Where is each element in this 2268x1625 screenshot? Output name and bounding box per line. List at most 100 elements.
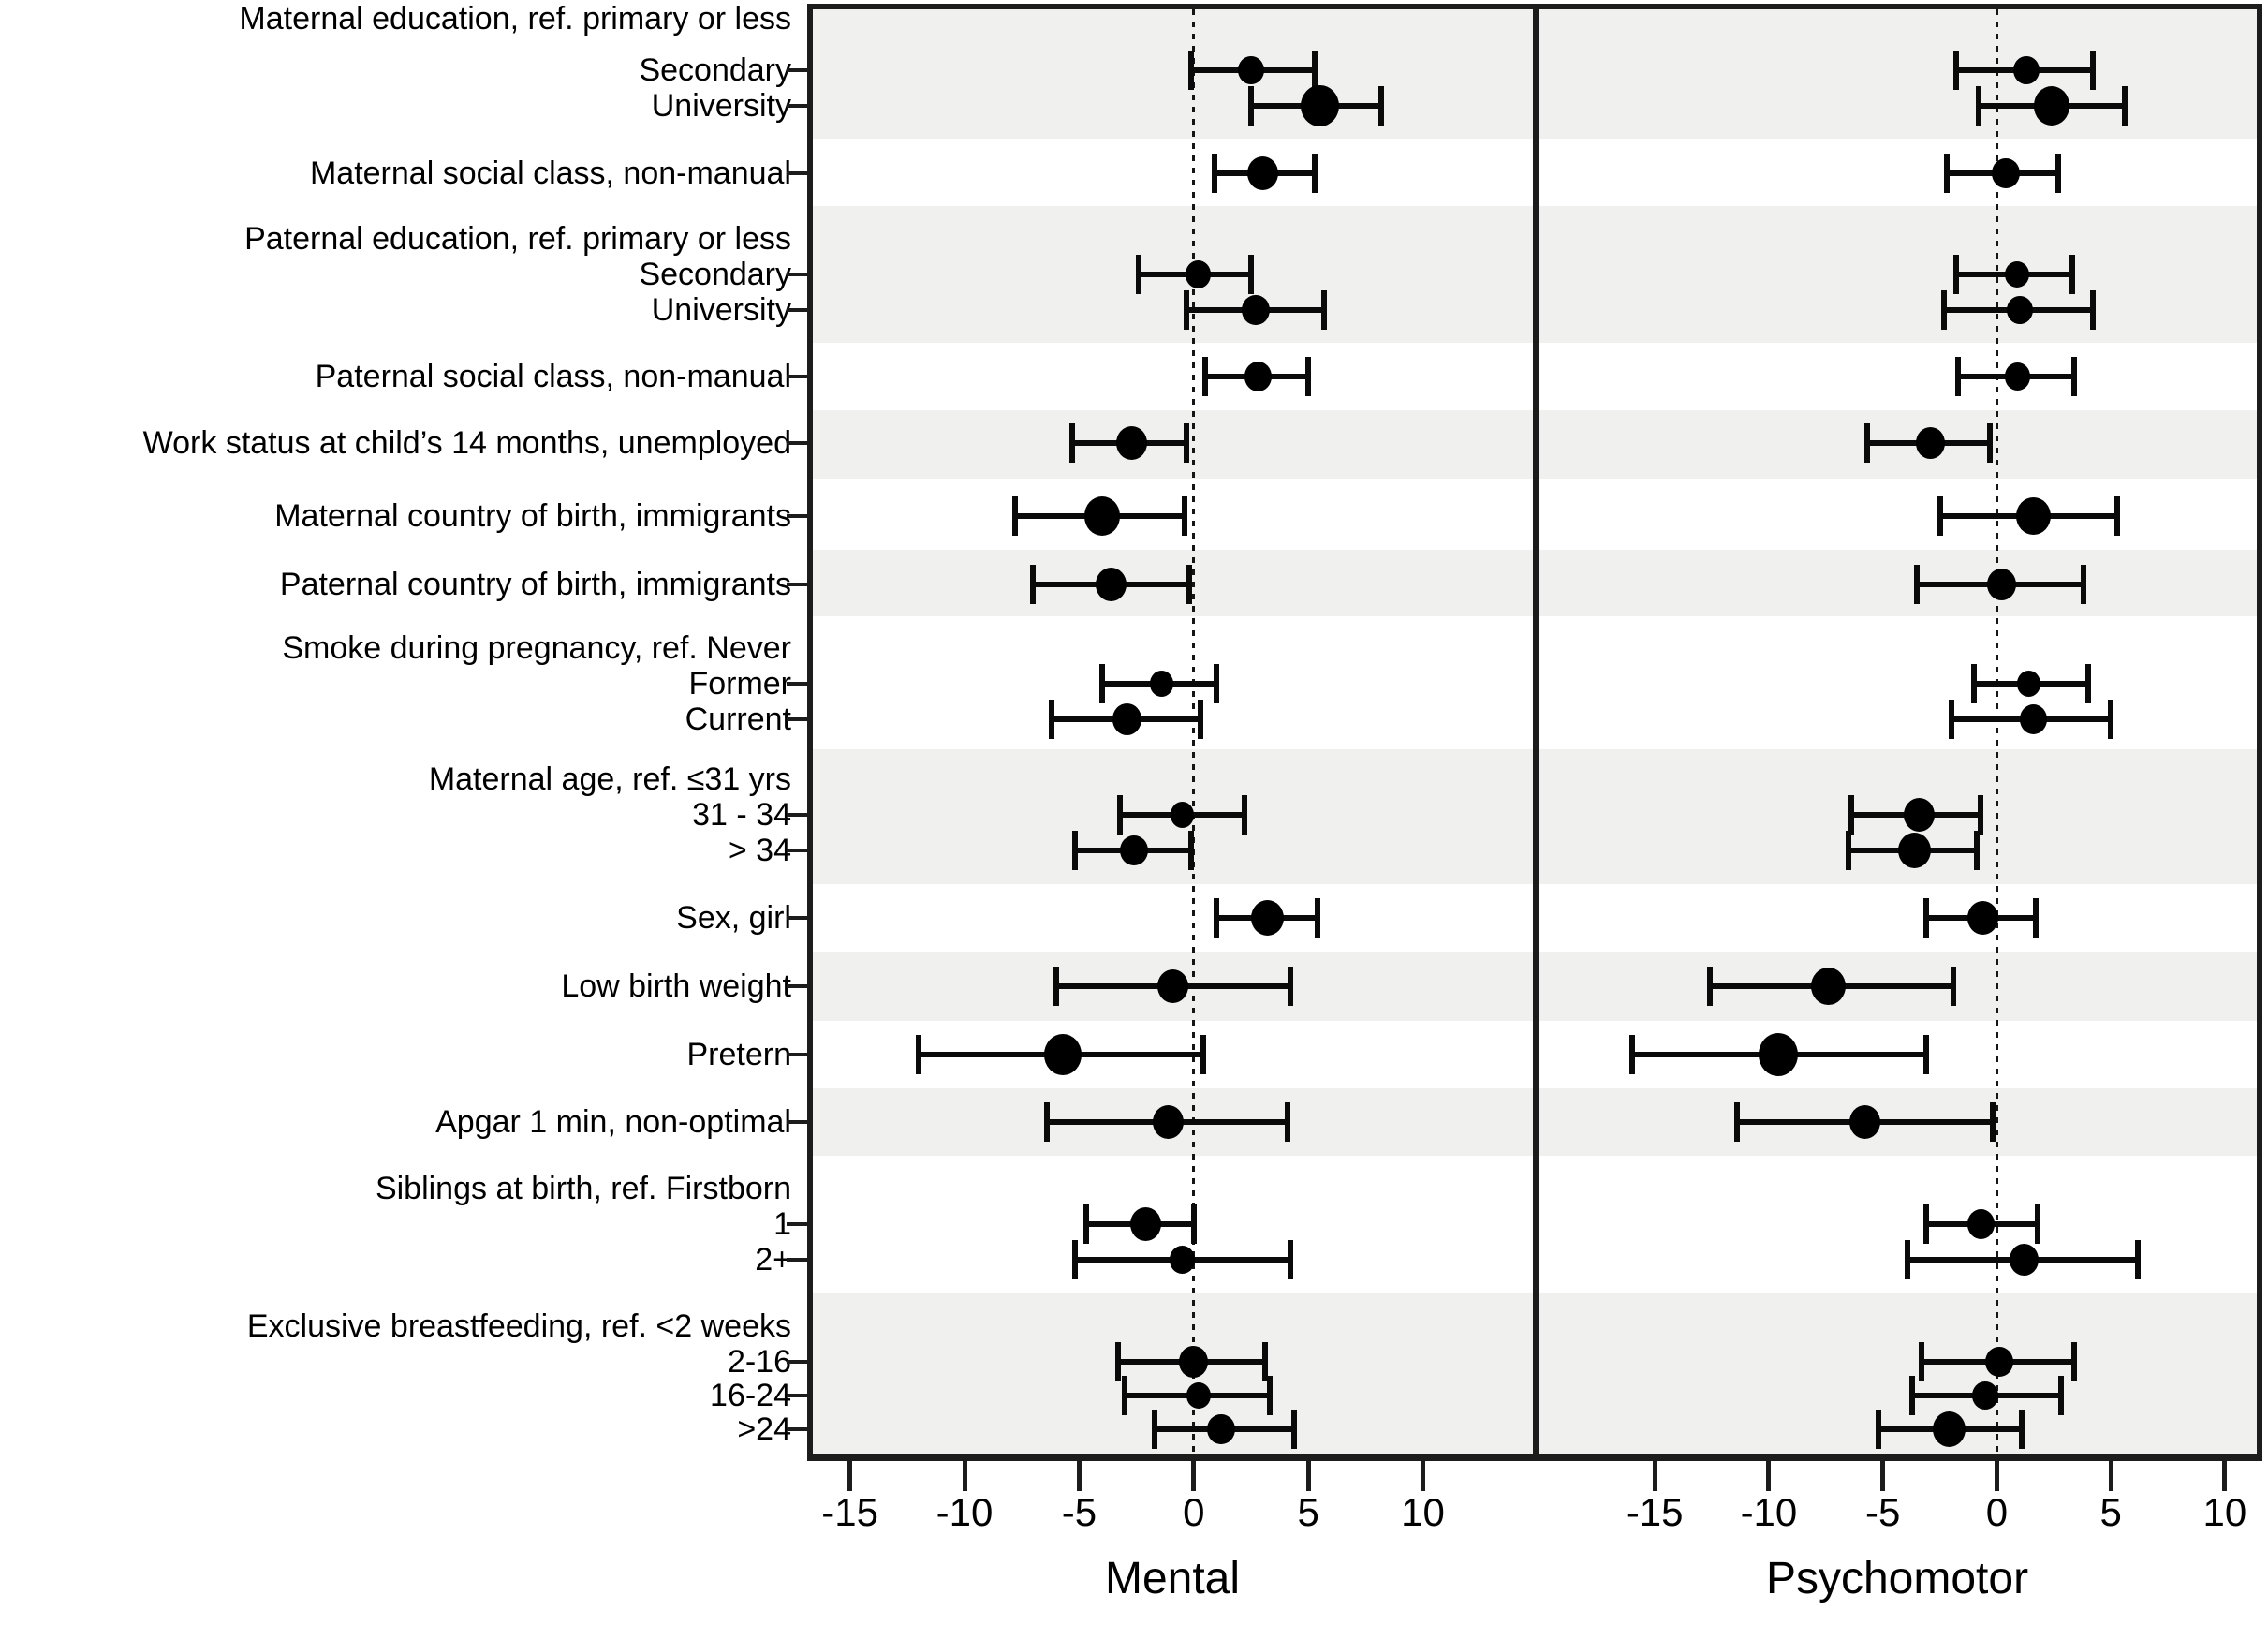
ci-cap-right <box>1184 423 1190 463</box>
row-axis-tick <box>787 849 813 852</box>
ci-cap-left <box>1846 831 1852 870</box>
point-estimate-marker <box>1083 496 1121 536</box>
point-estimate-marker <box>1932 1411 1966 1447</box>
ci-cap-left <box>1069 423 1076 463</box>
zero-reference-line <box>1995 9 1998 1454</box>
x-tick-label: -5 <box>1061 1490 1097 1534</box>
row-label: Current <box>685 702 791 737</box>
point-estimate-marker <box>1185 260 1212 288</box>
row-axis-tick <box>787 1120 813 1124</box>
ci-cap-right <box>1241 795 1247 835</box>
ci-cap-left <box>916 1035 922 1074</box>
ci-cap-right <box>1190 1204 1197 1244</box>
point-estimate-marker <box>1810 968 1846 1005</box>
row-label: 1 <box>773 1206 791 1242</box>
row-label: 31 - 34 <box>692 797 791 833</box>
ci-cap-left <box>1071 1240 1078 1279</box>
ci-cap-left <box>1733 1102 1740 1142</box>
x-tick-label: -15 <box>1626 1490 1684 1534</box>
ci-cap-right <box>2135 1240 2142 1279</box>
point-estimate-marker <box>1157 969 1189 1003</box>
ci-cap-right <box>2084 664 2091 703</box>
x-tick-label: 0 <box>1183 1490 1205 1534</box>
group-header-label: Exclusive breastfeeding, ref. <2 weeks <box>246 1308 791 1344</box>
x-tick-label: 10 <box>2202 1490 2247 1534</box>
ci-cap-left <box>1122 1376 1128 1415</box>
point-estimate-marker <box>1898 833 1932 868</box>
point-estimate-marker <box>1848 1105 1880 1139</box>
x-tick-label: 0 <box>1985 1490 2009 1534</box>
point-estimate-marker <box>1112 703 1142 735</box>
ci-cap-right <box>1200 1035 1206 1074</box>
point-estimate-marker <box>1986 569 2016 600</box>
row-label: Maternal social class, non-manual <box>309 155 791 191</box>
row-axis-tick <box>787 583 813 586</box>
plot-frame-left <box>807 4 813 1459</box>
plot-frame-right <box>2257 4 2262 1459</box>
ci-cap-right <box>2035 1204 2041 1244</box>
ci-cap-left <box>1875 1410 1881 1449</box>
ci-cap-right <box>2108 700 2114 739</box>
ci-cap-right <box>2114 496 2121 536</box>
ci-cap-left <box>1117 795 1124 835</box>
panel-title-mental: Mental <box>1104 1554 1241 1603</box>
ci-cap-right <box>1186 565 1192 604</box>
ci-cap-left <box>1914 565 1921 604</box>
ci-cap-right <box>2089 51 2096 90</box>
point-estimate-marker <box>1758 1033 1798 1076</box>
point-estimate-marker <box>2013 56 2040 84</box>
row-label: 16-24 <box>710 1378 791 1413</box>
ci-cap-left <box>1905 1240 1911 1279</box>
point-estimate-marker <box>1096 568 1127 601</box>
row-axis-tick <box>787 717 813 721</box>
group-header-label: Siblings at birth, ref. Firstborn <box>375 1171 791 1206</box>
x-axis-tick <box>962 1461 967 1491</box>
point-estimate-marker <box>1207 1414 1235 1444</box>
ci-cap-left <box>1044 1102 1051 1142</box>
row-axis-tick <box>787 682 813 686</box>
row-axis-tick <box>787 984 813 988</box>
row-label: Low birth weight <box>561 968 791 1004</box>
x-axis-tick <box>1766 1461 1772 1491</box>
ci-cap-right <box>1378 86 1385 126</box>
x-axis-tick <box>1191 1461 1197 1491</box>
point-estimate-marker <box>1250 900 1284 936</box>
row-label: Pretern <box>686 1037 792 1072</box>
ci-cap-left <box>1152 1410 1158 1449</box>
panel-divider <box>1533 4 1539 1459</box>
ci-cap-left <box>1706 967 1713 1006</box>
point-estimate-marker <box>1992 158 2020 188</box>
panel-title-psychomotor: Psychomotor <box>1765 1554 2029 1603</box>
ci-cap-left <box>1011 496 1018 536</box>
row-axis-tick <box>787 68 813 72</box>
x-tick-label: -10 <box>1740 1490 1798 1534</box>
ci-cap-left <box>1975 86 1981 126</box>
x-axis-tick <box>1994 1461 1999 1491</box>
ci-cap-right <box>2071 1342 2078 1381</box>
ci-cap-right <box>2121 86 2128 126</box>
row-label: Sex, girl <box>676 900 791 936</box>
point-estimate-marker <box>1169 1246 1196 1274</box>
row-label: 2+ <box>755 1242 791 1278</box>
ci-cap-left <box>1184 290 1190 330</box>
row-axis-tick <box>787 171 813 175</box>
point-estimate-marker <box>1044 1034 1082 1075</box>
ci-cap-right <box>1305 357 1312 396</box>
x-tick-label: 5 <box>2099 1490 2122 1534</box>
ci-cap-right <box>2019 1410 2025 1449</box>
ci-cap-left <box>1971 664 1978 703</box>
ci-cap-left <box>1049 700 1055 739</box>
point-estimate-marker <box>1246 156 1278 190</box>
ci-cap-right <box>1181 496 1187 536</box>
ci-cap-left <box>1098 664 1105 703</box>
ci-cap-right <box>2055 154 2062 193</box>
row-label: 2-16 <box>727 1344 791 1380</box>
ci-cap-right <box>1214 664 1220 703</box>
point-estimate-marker <box>1149 671 1174 697</box>
ci-cap-right <box>1312 154 1318 193</box>
point-estimate-marker <box>1179 1346 1209 1378</box>
row-axis-tick <box>787 813 813 817</box>
ci-cap-left <box>1214 898 1220 938</box>
shaded-band <box>813 9 1533 139</box>
